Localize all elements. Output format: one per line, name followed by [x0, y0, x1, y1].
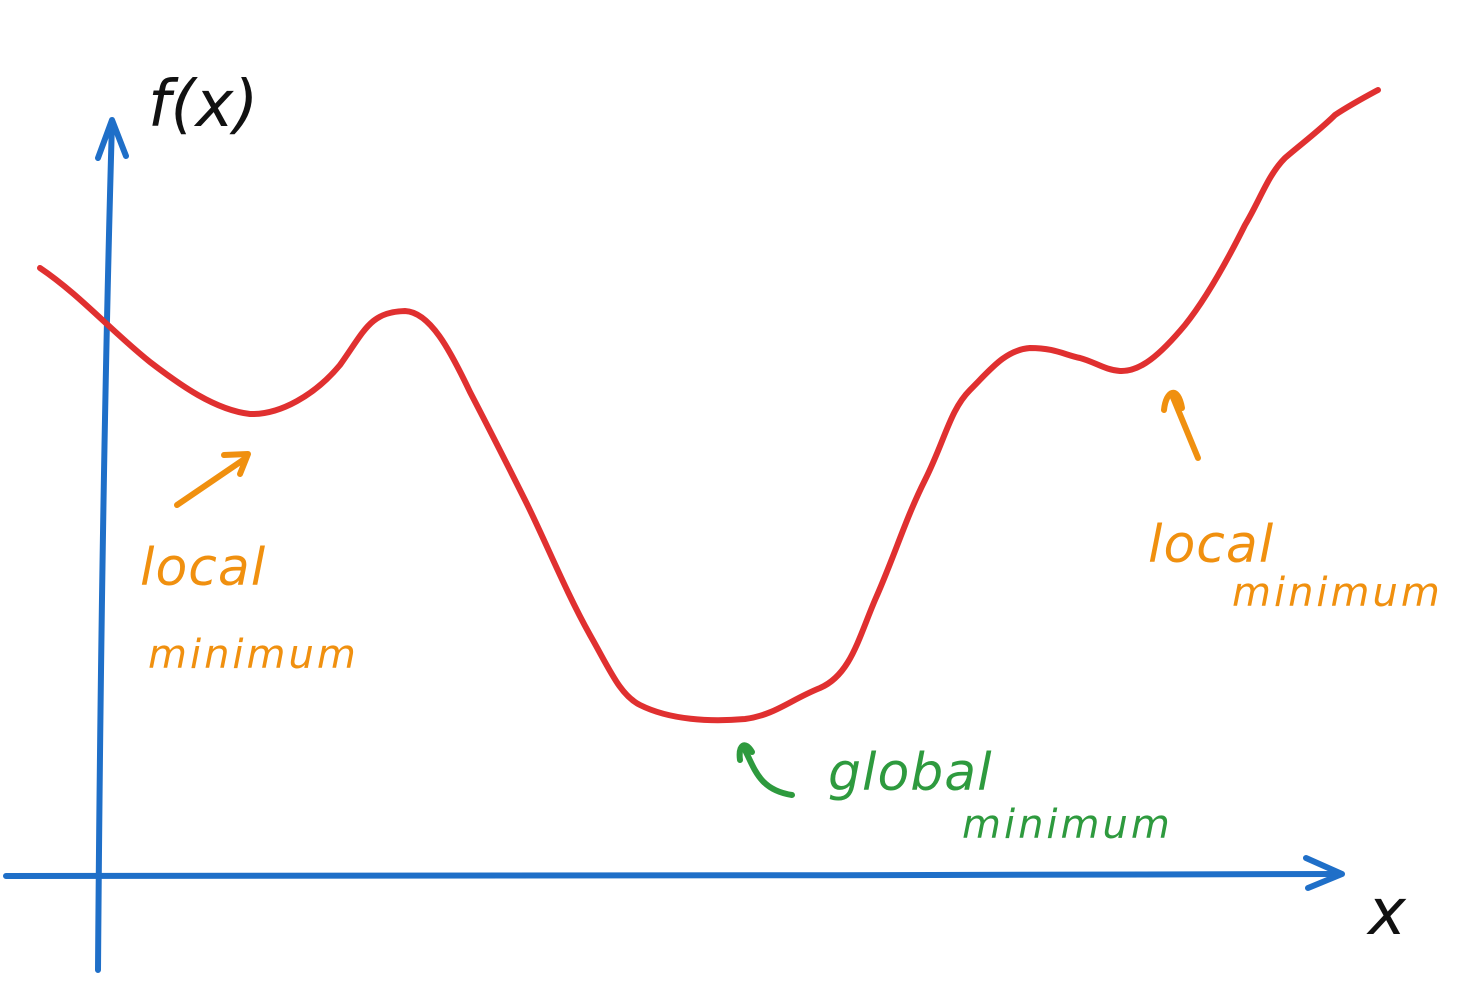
- global-annotation-arrow: [742, 747, 795, 798]
- right-annotation-line1: local: [1148, 515, 1274, 575]
- global-annotation-line2: minimum: [962, 802, 1173, 848]
- x-axis-label: x: [1366, 876, 1407, 950]
- annotation-left-local-minimum: local minimum: [140, 451, 359, 678]
- right-annotation-arrow: [1169, 392, 1201, 461]
- right-annotation-line2: minimum: [1232, 570, 1443, 616]
- left-annotation-line2: minimum: [148, 632, 359, 678]
- right-annotation-arrowhead: [1161, 389, 1185, 413]
- x-axis: [3, 871, 1341, 879]
- left-annotation-arrow: [174, 455, 249, 508]
- global-annotation-arrowhead: [736, 742, 755, 763]
- function-curve: [37, 87, 1381, 724]
- x-axis-arrowhead: [1303, 855, 1345, 891]
- left-annotation-arrowhead: [221, 451, 251, 477]
- y-axis-arrowhead: [95, 117, 129, 161]
- annotation-global-minimum: global minimum: [736, 742, 1173, 848]
- y-axis: [95, 119, 115, 973]
- axes: [3, 117, 1345, 973]
- global-annotation-line1: global: [828, 743, 993, 803]
- left-annotation-line1: local: [140, 538, 266, 598]
- y-axis-label: f(x): [148, 68, 258, 142]
- annotation-right-local-minimum: local minimum: [1148, 389, 1443, 616]
